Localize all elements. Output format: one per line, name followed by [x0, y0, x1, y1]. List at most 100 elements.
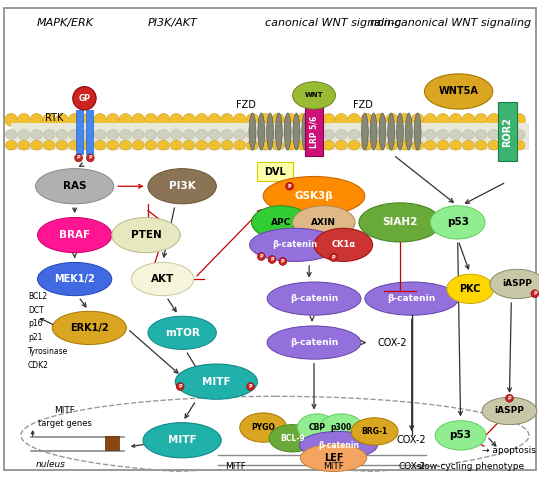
- Ellipse shape: [399, 141, 411, 150]
- Text: WNT5A: WNT5A: [439, 87, 478, 97]
- Ellipse shape: [490, 269, 544, 299]
- Ellipse shape: [183, 130, 195, 140]
- Ellipse shape: [386, 141, 398, 150]
- Ellipse shape: [310, 141, 322, 150]
- Text: LEF: LEF: [324, 453, 343, 463]
- Ellipse shape: [37, 262, 112, 296]
- Ellipse shape: [183, 141, 195, 150]
- Ellipse shape: [119, 113, 132, 126]
- Ellipse shape: [272, 130, 284, 140]
- Ellipse shape: [68, 113, 81, 126]
- Ellipse shape: [279, 258, 287, 265]
- Ellipse shape: [18, 113, 30, 126]
- Text: CK1α: CK1α: [331, 240, 355, 250]
- Ellipse shape: [430, 206, 485, 239]
- Ellipse shape: [145, 113, 157, 126]
- Text: iASPP: iASPP: [502, 280, 532, 288]
- Ellipse shape: [425, 141, 436, 150]
- Ellipse shape: [284, 113, 291, 150]
- Bar: [257, 162, 293, 181]
- Ellipse shape: [297, 113, 310, 126]
- Ellipse shape: [500, 113, 513, 126]
- Ellipse shape: [412, 130, 424, 140]
- Ellipse shape: [272, 141, 284, 150]
- Ellipse shape: [170, 141, 182, 150]
- Text: MITF: MITF: [202, 377, 230, 387]
- Text: PI3K: PI3K: [169, 181, 195, 191]
- Text: AXIN: AXIN: [311, 218, 336, 227]
- Ellipse shape: [246, 130, 258, 140]
- Text: SIAH2: SIAH2: [382, 217, 417, 228]
- Ellipse shape: [170, 113, 183, 126]
- Ellipse shape: [475, 113, 487, 126]
- Ellipse shape: [31, 130, 42, 140]
- Text: Tyrosinase: Tyrosinase: [28, 347, 68, 356]
- Text: P: P: [508, 396, 512, 401]
- Ellipse shape: [175, 364, 257, 399]
- Ellipse shape: [370, 113, 377, 150]
- Ellipse shape: [373, 141, 386, 150]
- Text: DVL: DVL: [264, 167, 286, 176]
- Ellipse shape: [531, 290, 538, 298]
- Ellipse shape: [293, 113, 300, 150]
- Text: PI3K/AKT: PI3K/AKT: [147, 18, 197, 28]
- Ellipse shape: [240, 413, 287, 442]
- Ellipse shape: [234, 130, 246, 140]
- Ellipse shape: [388, 113, 394, 150]
- Ellipse shape: [37, 217, 112, 253]
- Text: non-canonical WNT signaling: non-canonical WNT signaling: [370, 18, 531, 28]
- Text: β-catenin: β-catenin: [318, 441, 359, 450]
- Ellipse shape: [43, 141, 55, 150]
- Text: mTOR: mTOR: [164, 328, 200, 338]
- Ellipse shape: [302, 113, 309, 150]
- Ellipse shape: [373, 113, 386, 126]
- Ellipse shape: [463, 130, 474, 140]
- Text: MITF: MITF: [168, 435, 196, 445]
- Text: CBP: CBP: [309, 423, 326, 432]
- Ellipse shape: [221, 113, 233, 126]
- Ellipse shape: [73, 87, 96, 110]
- Ellipse shape: [94, 130, 106, 140]
- Bar: [11, 123, 529, 150]
- Ellipse shape: [158, 130, 169, 140]
- Ellipse shape: [196, 130, 207, 140]
- Ellipse shape: [133, 130, 144, 140]
- Text: COX-2: COX-2: [377, 337, 407, 348]
- Text: FZD: FZD: [353, 100, 373, 110]
- Ellipse shape: [69, 130, 80, 140]
- Ellipse shape: [86, 154, 94, 162]
- Text: AKT: AKT: [151, 274, 174, 284]
- Ellipse shape: [18, 141, 30, 150]
- Text: β-catenin: β-catenin: [272, 240, 317, 250]
- Ellipse shape: [361, 130, 373, 140]
- Text: → apoptosis: → apoptosis: [482, 445, 536, 455]
- Ellipse shape: [329, 254, 338, 261]
- Ellipse shape: [399, 113, 411, 126]
- Ellipse shape: [263, 176, 365, 216]
- Text: BRG-1: BRG-1: [361, 427, 388, 436]
- Ellipse shape: [450, 130, 461, 140]
- Ellipse shape: [276, 113, 282, 150]
- Ellipse shape: [513, 141, 525, 150]
- Text: BCL-9: BCL-9: [280, 434, 305, 443]
- Ellipse shape: [414, 113, 421, 150]
- Text: MEK1/2: MEK1/2: [54, 274, 95, 284]
- Ellipse shape: [269, 424, 316, 452]
- Ellipse shape: [513, 113, 526, 126]
- Ellipse shape: [284, 113, 297, 126]
- Ellipse shape: [267, 282, 361, 315]
- Ellipse shape: [81, 141, 93, 150]
- Text: nuleus: nuleus: [36, 460, 65, 469]
- Ellipse shape: [132, 113, 145, 126]
- Ellipse shape: [386, 113, 399, 126]
- Ellipse shape: [43, 130, 55, 140]
- Ellipse shape: [94, 141, 106, 150]
- Ellipse shape: [425, 130, 436, 140]
- Text: β-catenin: β-catenin: [290, 294, 338, 303]
- Ellipse shape: [94, 113, 106, 126]
- Ellipse shape: [69, 141, 80, 150]
- Ellipse shape: [107, 130, 119, 140]
- Ellipse shape: [208, 141, 220, 150]
- Ellipse shape: [320, 414, 363, 441]
- Ellipse shape: [106, 113, 119, 126]
